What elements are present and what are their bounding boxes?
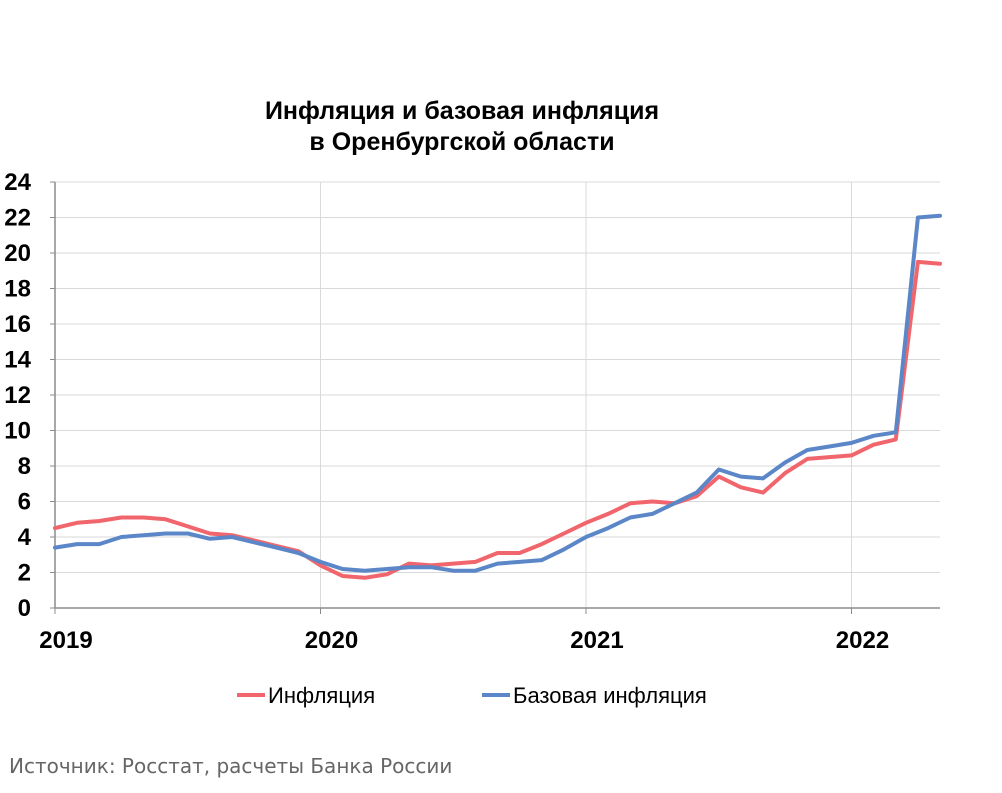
y-tick-label: 0 [18, 595, 31, 622]
legend-label-inflation: Инфляция [268, 683, 375, 708]
y-tick-label: 12 [4, 382, 31, 409]
y-tick-label: 4 [18, 524, 32, 551]
y-tick-label: 22 [4, 205, 31, 232]
y-tick-label: 18 [4, 276, 31, 303]
y-tick-label: 6 [18, 489, 31, 516]
axes [50, 181, 940, 614]
chart-title-line-1: Инфляция и базовая инфляция [265, 97, 659, 125]
y-tick-label: 16 [4, 311, 31, 338]
x-tick-label: 2020 [305, 627, 358, 654]
y-tick-label: 10 [4, 418, 31, 445]
x-tick-labels: 2019 2020 2021 2022 [39, 627, 889, 654]
legend-label-core-inflation: Базовая инфляция [513, 683, 707, 708]
y-tick-label: 8 [18, 453, 31, 480]
y-tick-label: 2 [18, 560, 31, 587]
core-inflation-series-line [53, 213, 942, 573]
x-tick-label: 2019 [39, 627, 92, 654]
inflation-series-line [53, 259, 942, 580]
x-tick-label: 2022 [836, 627, 889, 654]
x-tick-label: 2021 [570, 627, 623, 654]
chart-title-line-2: в Оренбургской области [309, 128, 614, 156]
y-tick-label: 20 [4, 240, 31, 267]
y-tick-label: 24 [4, 169, 31, 196]
series [53, 213, 942, 580]
y-tick-label: 14 [4, 347, 31, 374]
source-note: Источник: Росстат, расчеты Банка России [9, 754, 453, 778]
legend: Инфляция Базовая инфляция [237, 683, 707, 708]
grid [55, 181, 940, 608]
